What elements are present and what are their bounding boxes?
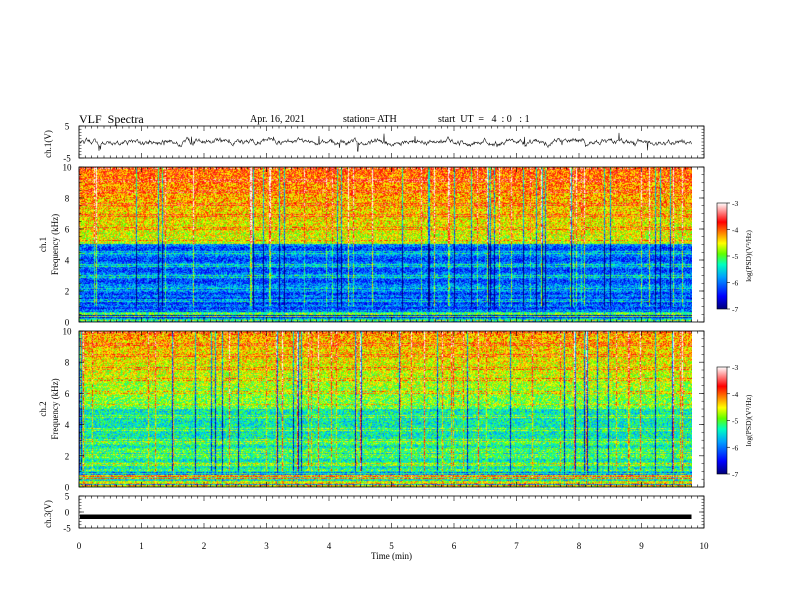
x-tick-label: 7 — [514, 541, 519, 551]
colorbar-tick-label: -3 — [732, 199, 738, 208]
ch1-ytick-label: -5 — [63, 154, 71, 164]
date-label: Apr. 16, 2021 — [250, 114, 305, 125]
ch2-spec-ytick-label: 2 — [65, 451, 70, 461]
ch1-ytick-label: 5 — [65, 122, 70, 132]
x-tick-label: 5 — [389, 541, 394, 551]
ch1-spec-ylabel-freq: Frequency (kHz) — [50, 214, 60, 275]
ch2-spec-ytick-label: 8 — [65, 358, 70, 368]
colorbar-tick-label: -6 — [732, 279, 738, 288]
ch1-colorbar-label: log(PSD)(V²/Hz) — [744, 230, 753, 282]
ch1-spec-ylabel-channel: ch.1 — [38, 237, 48, 252]
ch3-ytick-label: 5 — [65, 492, 70, 502]
colorbar-tick-label: -5 — [732, 252, 738, 261]
station-label: station= ATH — [343, 114, 397, 125]
x-tick-label: 10 — [700, 541, 710, 551]
ch1-spec-ytick-label: 6 — [65, 225, 70, 235]
ch2-colorbar — [716, 366, 728, 475]
colorbar-tick-label: -6 — [732, 443, 738, 452]
start-time-label: start UT = 4 : 0 : 1 — [438, 114, 530, 125]
ch3-ytick-label: -5 — [63, 524, 71, 534]
ch2-spec-ytick-label: 6 — [65, 389, 70, 399]
ch2-spectrogram-image — [79, 331, 692, 487]
x-tick-label: 6 — [452, 541, 457, 551]
x-tick-label: 1 — [139, 541, 144, 551]
x-axis-label: Time (min) — [371, 551, 412, 561]
ch2-spec-ytick-label: 10 — [63, 327, 73, 337]
x-tick-label: 4 — [327, 541, 332, 551]
ch1-spec-ytick-label: 4 — [65, 256, 70, 266]
ch1-colorbar — [716, 202, 728, 310]
colorbar-tick-label: -3 — [732, 363, 738, 372]
x-tick-label: 9 — [639, 541, 644, 551]
ch2-colorbar-label: log(PSD)(V²/Hz) — [744, 394, 753, 446]
colorbar-tick-label: -4 — [732, 226, 738, 235]
ch1-waveform-line — [79, 132, 692, 152]
colorbar-tick-label: -7 — [732, 470, 738, 479]
ch2-spec-ylabel-freq: Frequency (kHz) — [50, 378, 60, 439]
x-tick-label: 8 — [577, 541, 582, 551]
ch2-spec-ytick-label: 4 — [65, 420, 70, 430]
colorbar-tick-label: -7 — [732, 305, 738, 314]
x-tick-label: 0 — [77, 541, 82, 551]
ch1-spec-ytick-label: 0 — [65, 318, 70, 328]
ch1-spec-ytick-label: 2 — [65, 287, 70, 297]
ch2-spec-ylabel-channel: ch.2 — [38, 401, 48, 416]
ch2-spec-ytick-label: 0 — [65, 483, 70, 493]
colorbar-tick-label: -4 — [732, 390, 738, 399]
x-tick-label: 2 — [202, 541, 207, 551]
ch1-ylabel: ch.1(V) — [43, 130, 53, 158]
ch1-spec-ytick-label: 8 — [65, 194, 70, 204]
ch3-ylabel: ch.3(V) — [43, 500, 53, 528]
x-tick-label: 3 — [264, 541, 269, 551]
ch1-spec-ytick-label: 10 — [63, 163, 73, 173]
colorbar-tick-label: -5 — [732, 417, 738, 426]
ch1-spectrogram-image — [79, 167, 692, 322]
chart-title: VLF Spectra — [79, 112, 144, 126]
ch3-ytick-label: 0 — [65, 508, 70, 518]
